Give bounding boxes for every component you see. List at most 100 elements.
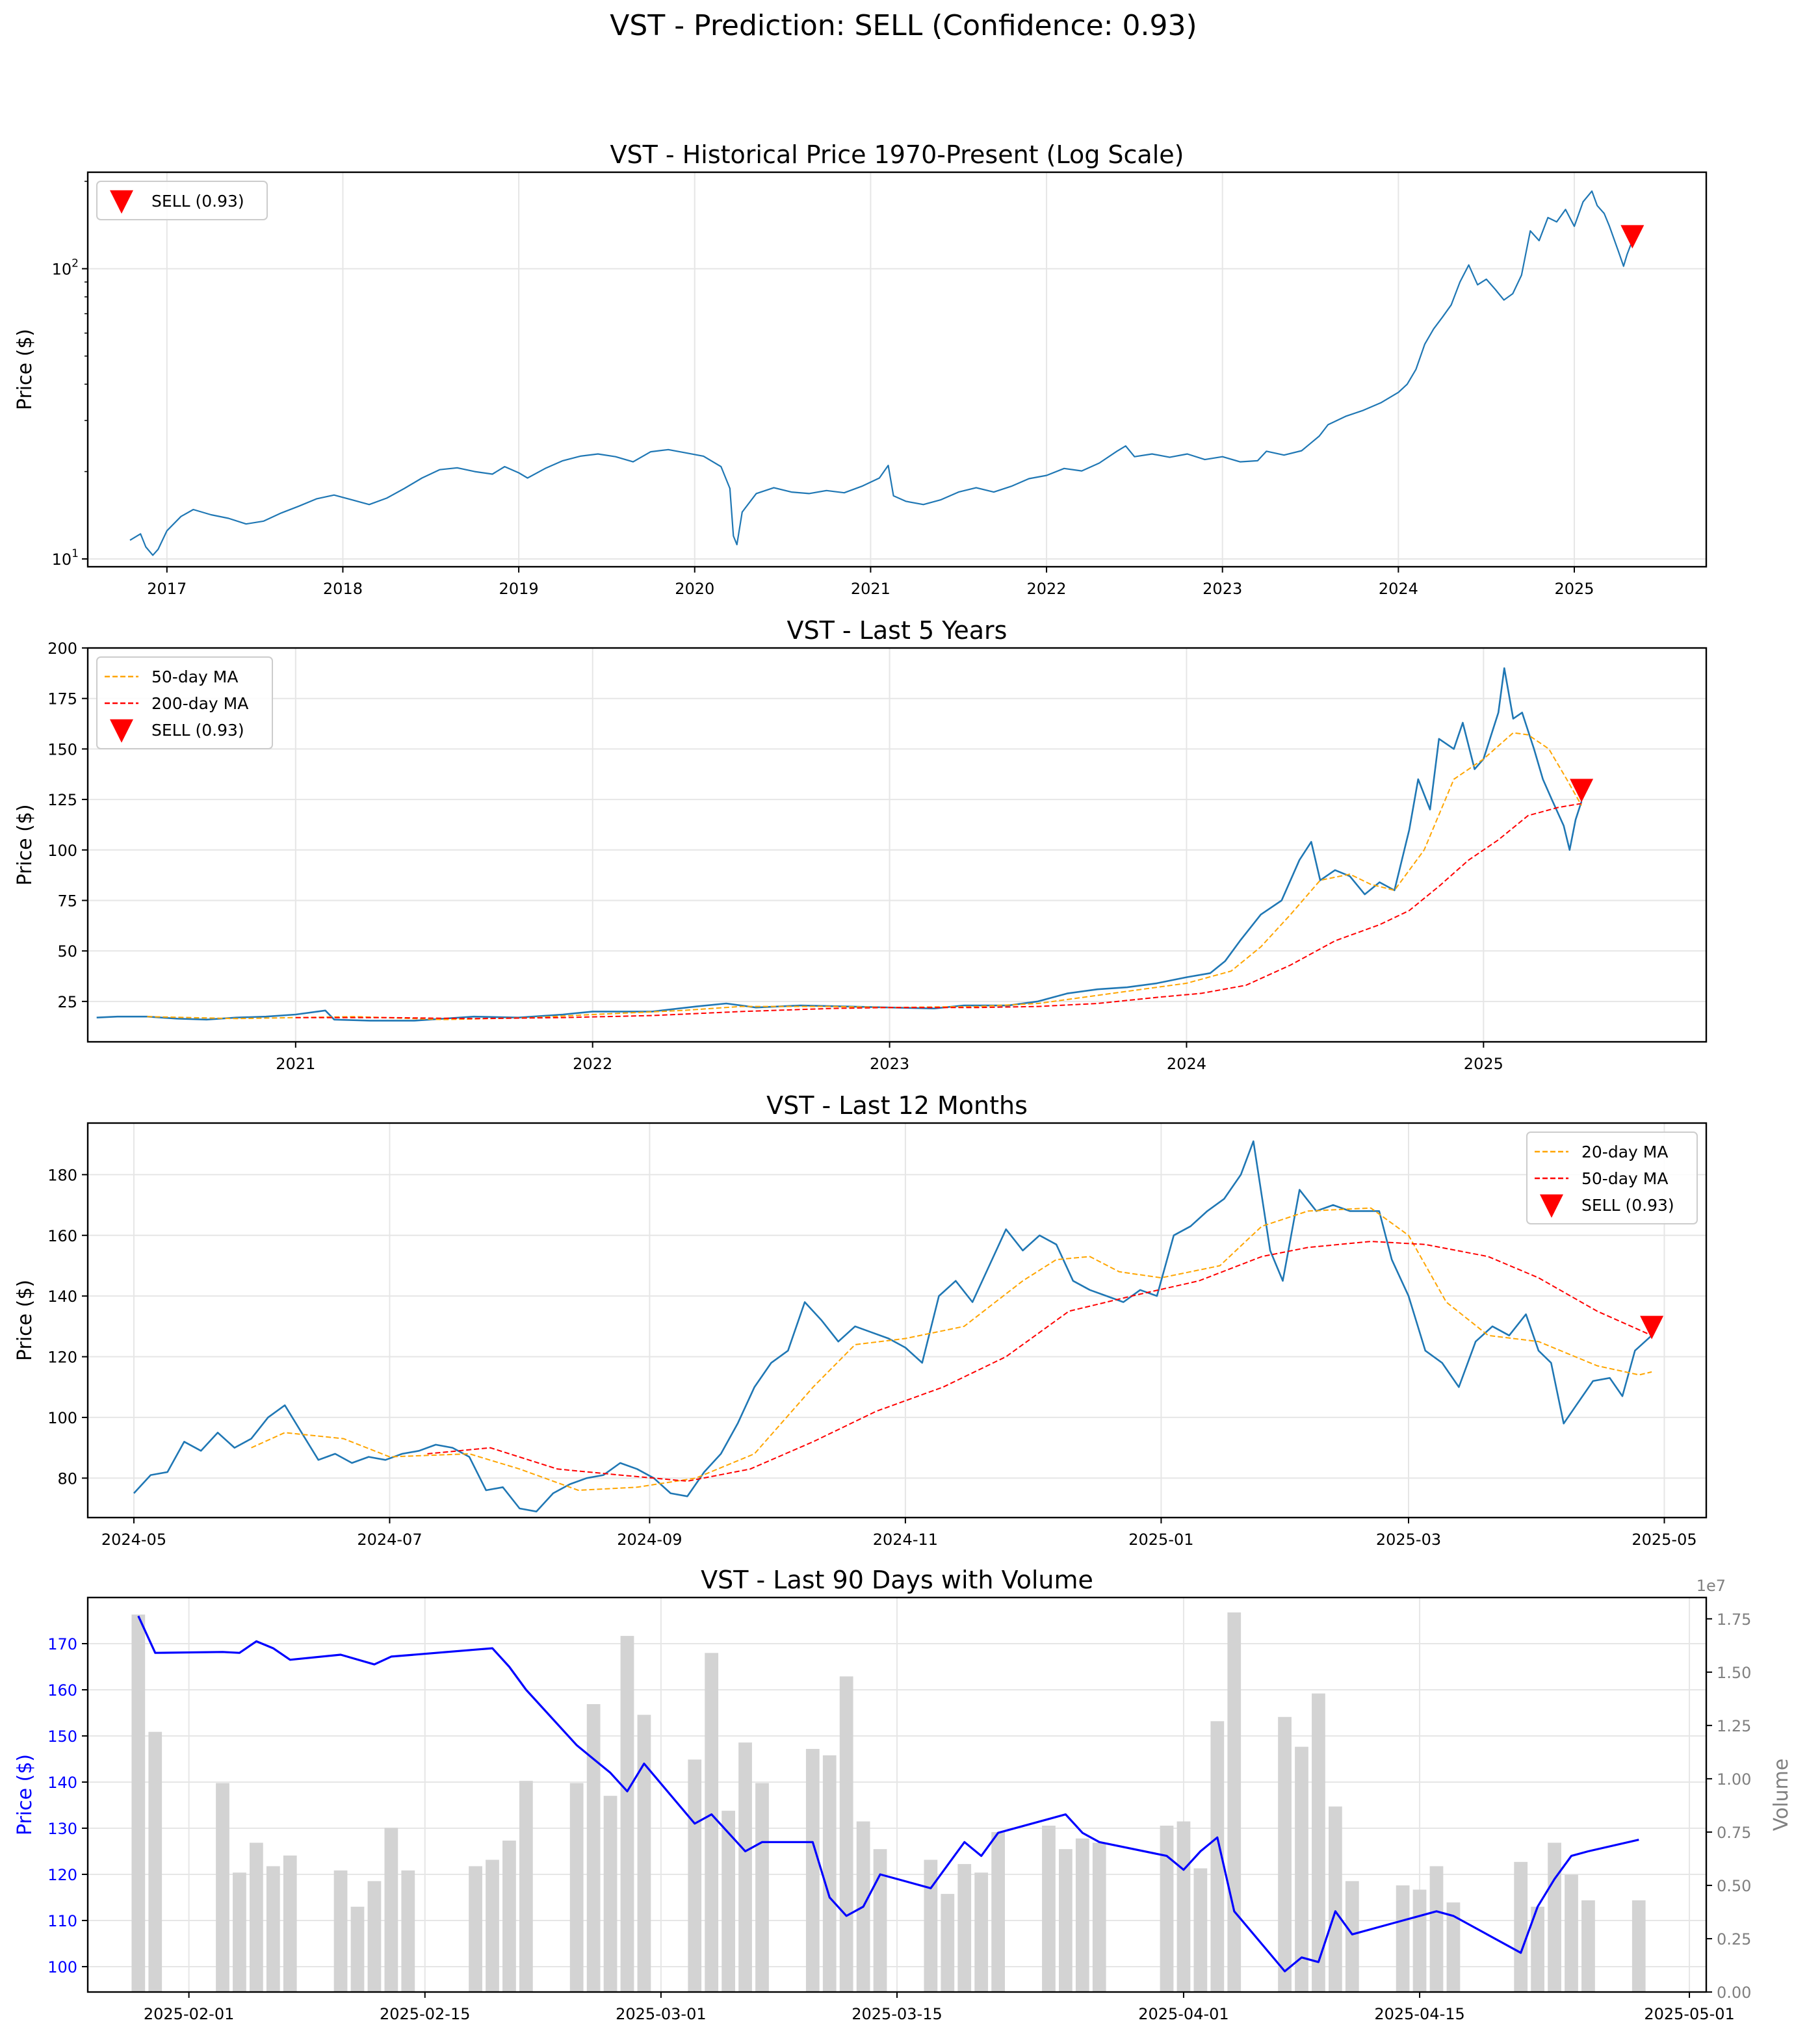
y-tick-label: 120 — [47, 1866, 77, 1884]
x-tick-label: 2017 — [147, 580, 187, 598]
x-tick-label: 2025-03-15 — [852, 2005, 942, 2023]
y-axis-label: Price ($) — [14, 1754, 36, 1835]
y-axis-label: Price ($) — [14, 329, 36, 410]
volume-bar — [1278, 1716, 1292, 1992]
volume-bar — [1295, 1746, 1308, 1992]
y2-tick-label: 1.50 — [1717, 1664, 1751, 1682]
volume-bar — [1193, 1868, 1208, 1992]
chart-panel-1: 2017 2018 2019 2020 2021 2022 2023 2024 2025 101 1… — [14, 140, 1708, 598]
x-tick-label: 2024 — [1379, 580, 1418, 598]
50-day-ma-line — [147, 732, 1582, 1020]
chart-panel-2: 2021 2022 2023 2024 2025 25 50 75 100 125 150 175 20… — [14, 616, 1708, 1073]
volume-bar — [924, 1859, 938, 1992]
y-tick-label: 75 — [57, 892, 77, 910]
volume-bar — [839, 1676, 853, 1992]
volume-bar — [603, 1796, 618, 1992]
y-tick-label: 100 — [47, 1958, 77, 1976]
legend: SELL (0.93) — [96, 181, 268, 220]
y2-tick-label: 0.00 — [1717, 1984, 1751, 2002]
y-tick-label: 100 — [47, 842, 77, 860]
x-tick-label: 2025-05-01 — [1644, 2005, 1734, 2023]
volume-bar — [941, 1894, 955, 1992]
y-tick-label: 140 — [47, 1287, 77, 1306]
y2-tick-label: 1.25 — [1717, 1717, 1751, 1735]
volume-bar — [738, 1742, 752, 1992]
volume-bar — [1176, 1821, 1191, 1992]
sell-marker — [1570, 779, 1594, 803]
x-tick-label: 2023 — [870, 1055, 909, 1073]
volume-bar — [1632, 1900, 1646, 1992]
legend-entry: 20-day MA — [1581, 1143, 1668, 1161]
volume-bar — [1565, 1874, 1578, 1992]
legend-box — [1526, 1132, 1698, 1224]
x-tick-label: 2025 — [1464, 1055, 1503, 1073]
20-day-ma-line — [251, 1207, 1652, 1491]
price-line — [133, 1140, 1652, 1512]
y2-tick-label: 1.75 — [1717, 1611, 1751, 1629]
y-axis-label: Price ($) — [14, 804, 36, 885]
volume-bar — [755, 1783, 769, 1992]
50-day-ma-line — [427, 1241, 1652, 1482]
x-tick-label: 2025-04-15 — [1374, 2005, 1464, 2023]
y-tick-label: 25 — [57, 993, 77, 1011]
axes-frame — [86, 1122, 1708, 1519]
200-day-ma-line — [295, 803, 1582, 1020]
legend-entry: SELL (0.93) — [151, 192, 244, 211]
volume-bar — [637, 1714, 651, 1992]
chart-title: VST - Historical Price 1970-Present (Log… — [610, 140, 1184, 169]
chart-panel-4: 2025-02-01 2025-02-15 2025-03-01 2025-03-15… — [14, 1566, 1793, 2023]
y2-tick-label: 0.50 — [1717, 1877, 1751, 1895]
volume-bar — [1075, 1838, 1089, 1992]
x-tick-label: 2025-02-01 — [144, 2005, 234, 2023]
y-tick-label: 50 — [57, 942, 77, 961]
volume-bar — [1329, 1806, 1342, 1992]
y-tick-label: 160 — [47, 1681, 77, 1700]
volume-bar — [1446, 1902, 1461, 1992]
volume-bar — [1345, 1881, 1359, 1992]
x-tick-label: 2018 — [323, 580, 363, 598]
volume-bar — [1160, 1826, 1174, 1992]
volume-bar — [991, 1831, 1005, 1992]
volume-bar — [233, 1872, 246, 1992]
volume-bar — [1412, 1889, 1427, 1992]
y2-axis-label: Volume — [1770, 1759, 1793, 1831]
x-tick-label: 2024-11 — [873, 1531, 938, 1549]
volume-bar — [957, 1864, 972, 1992]
x-tick-label: 2025-04-01 — [1138, 2005, 1228, 2023]
volume-bar — [148, 1731, 162, 1992]
price-line — [96, 667, 1583, 1022]
y-tick-label: 80 — [57, 1469, 77, 1488]
volume-bar — [401, 1870, 415, 1992]
y-tick-label: 125 — [47, 791, 77, 809]
legend-entry: 200-day MA — [151, 694, 248, 713]
volume-bar — [250, 1843, 263, 1992]
legend: 20-day MA 50-day MA SELL (0.93) — [1526, 1132, 1698, 1224]
chart-title: VST - Last 12 Months — [766, 1091, 1028, 1120]
volume-bar — [1059, 1849, 1072, 1992]
volume-bar — [586, 1704, 601, 1992]
volume-bar — [805, 1748, 820, 1992]
volume-bar — [216, 1783, 229, 1992]
volume-bar — [822, 1755, 837, 1992]
y-tick-label: 175 — [47, 690, 77, 708]
chart-title: VST - Last 5 Years — [787, 616, 1008, 645]
legend-sell-swatch — [1540, 1194, 1563, 1218]
price-line — [137, 1615, 1639, 1973]
y-tick-label: 170 — [47, 1635, 77, 1653]
volume-bar — [1227, 1612, 1242, 1992]
volume-bar — [1312, 1693, 1325, 1992]
volume-bar — [1092, 1843, 1106, 1992]
x-tick-label: 2023 — [1202, 580, 1242, 598]
y-tick-label: 110 — [47, 1912, 77, 1930]
sell-marker — [1640, 1315, 1664, 1339]
volume-bar — [974, 1872, 989, 1992]
volume-bar — [705, 1653, 719, 1992]
volume-bar — [486, 1859, 499, 1992]
volume-bar — [620, 1636, 634, 1992]
axes-frame — [86, 171, 1708, 568]
y2-tick-label: 0.75 — [1717, 1824, 1751, 1842]
legend: 50-day MA 200-day MA SELL (0.93) — [96, 656, 273, 749]
volume-bar — [333, 1870, 348, 1992]
price-line — [129, 190, 1633, 556]
